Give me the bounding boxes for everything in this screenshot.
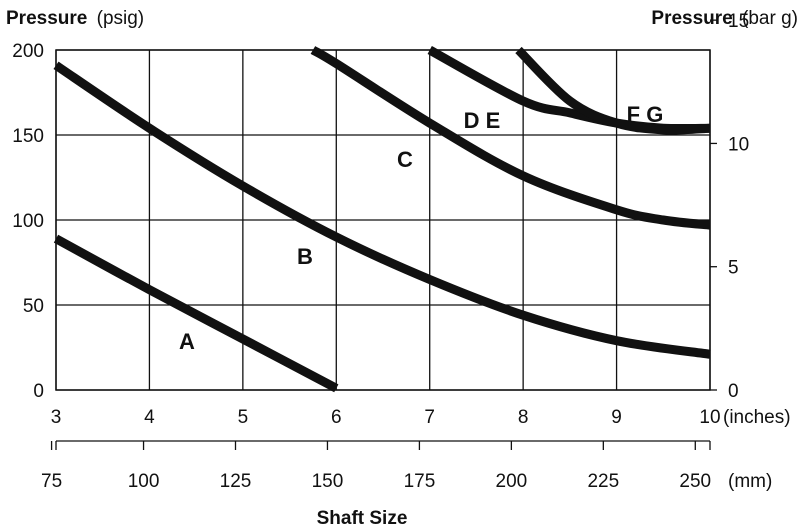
- curve-label-d-e: D E: [464, 108, 501, 133]
- y-right-tick-label: 10: [728, 134, 749, 155]
- y-right-tick-label: 15: [728, 11, 749, 32]
- curve-a: [53, 234, 339, 393]
- curve-f-g: [515, 46, 711, 135]
- right-axis-title-bold: Pressure: [651, 8, 732, 29]
- curve-b: [53, 61, 711, 359]
- x-inches-tick-label: 7: [424, 407, 435, 428]
- right-axis-title: Pressure (bar g): [651, 8, 798, 29]
- y-right-tick-label: 5: [728, 258, 739, 279]
- mm-unit-label: (mm): [728, 471, 772, 492]
- curves: A B C D E F G: [53, 46, 711, 393]
- y-left-tick-label: 100: [12, 211, 44, 232]
- x-inches-tick-label: 6: [331, 407, 342, 428]
- x-mm-tick-label: 225: [587, 471, 619, 492]
- y-left-tick-label: 200: [12, 41, 44, 62]
- curve-label-f-g: F G: [627, 102, 664, 127]
- tick-labels: 0 50 100 150 200 0 5 10 15 3 4 5 6 7 8 9 10: [12, 11, 749, 428]
- left-axis-title-bold: Pressure: [6, 8, 87, 29]
- left-axis-title-unit: (psig): [97, 8, 145, 29]
- x-inches-tick-label: 8: [518, 407, 529, 428]
- x-inches-tick-label: 5: [238, 407, 249, 428]
- left-axis-title: Pressure (psig): [6, 8, 144, 29]
- y-right-tick-label: 0: [728, 381, 739, 402]
- x-inches-tick-label: 3: [51, 407, 62, 428]
- x-mm-tick-label: 75: [41, 471, 62, 492]
- x-inches-tick-label: 4: [144, 407, 155, 428]
- y-left-tick-label: 0: [33, 381, 44, 402]
- x-inches-tick-label: 10: [699, 407, 720, 428]
- x-mm-tick-label: 125: [220, 471, 252, 492]
- inches-unit-label: (inches): [723, 407, 791, 428]
- x-mm-tick-label: 175: [404, 471, 436, 492]
- x-mm-tick-label: 100: [128, 471, 160, 492]
- mm-axis: 75 100 125 150 175 200 225 250: [41, 440, 711, 492]
- y-left-tick-label: 50: [23, 296, 44, 317]
- x-mm-tick-label: 250: [679, 471, 711, 492]
- curve-label-c: C: [397, 147, 413, 172]
- x-mm-tick-label: 150: [312, 471, 344, 492]
- curve-c: [310, 46, 711, 230]
- right-axis-title-unit: (bar g): [742, 8, 798, 29]
- x-inches-tick-label: 9: [611, 407, 622, 428]
- x-mm-tick-label: 200: [496, 471, 528, 492]
- curve-label-a: A: [179, 329, 195, 354]
- curve-label-b: B: [297, 244, 313, 269]
- y-left-tick-label: 150: [12, 126, 44, 147]
- x-axis-title: Shaft Size: [317, 508, 408, 527]
